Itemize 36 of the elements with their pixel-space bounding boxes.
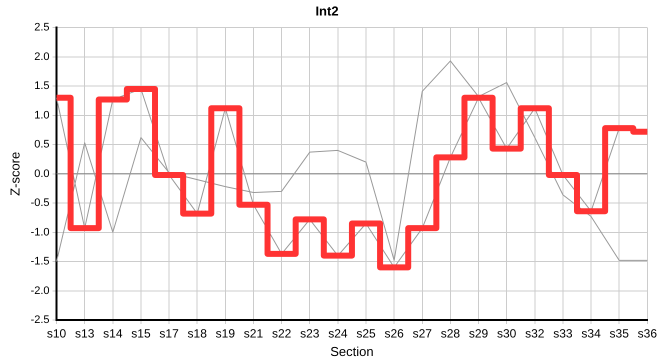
x-tick-label: s25 [356,326,376,341]
x-tick-label: s34 [581,326,602,341]
y-tick-label: -2.0 [30,284,50,297]
x-tick-label: s14 [103,326,123,341]
y-tick-label: -2.5 [30,314,50,326]
x-axis-title: Section [330,344,374,359]
x-tick-label: s17 [159,326,180,341]
y-tick-label: -1.0 [30,226,50,238]
x-tick-label: s30 [496,326,517,341]
x-tick-label: s22 [272,326,292,341]
x-tick-label: s19 [216,326,236,341]
x-tick-label: s32 [525,326,545,341]
y-axis-title: Z-score [7,152,22,196]
x-tick-label: s10 [46,326,67,341]
x-tick-label: s29 [468,326,489,341]
y-tick-label: -1.5 [30,256,50,268]
x-tick-label: s23 [300,326,320,341]
x-tick-label: s15 [131,326,151,341]
x-tick-label: s33 [553,326,573,341]
y-tick-label: 0.5 [34,138,50,151]
x-tick-label: s13 [75,326,95,341]
chart-title: Int2 [315,3,339,18]
x-tick-label: s21 [244,326,264,341]
y-tick-label: 0.0 [34,168,50,180]
x-tick-label: s28 [440,326,460,341]
x-tick-label: s27 [412,326,432,341]
x-tick-label: s18 [188,326,208,341]
y-tick-label: 1.0 [34,109,50,122]
x-tick-label: s24 [328,326,348,341]
y-tick-label: 2.5 [34,22,50,34]
x-tick-label: s26 [384,326,404,341]
x-tick-label: s35 [610,326,630,341]
y-tick-label: -0.5 [30,197,50,210]
y-tick-label: 2.0 [34,50,50,63]
x-tick-label: s36 [638,326,658,341]
y-tick-label: 1.5 [34,80,50,92]
